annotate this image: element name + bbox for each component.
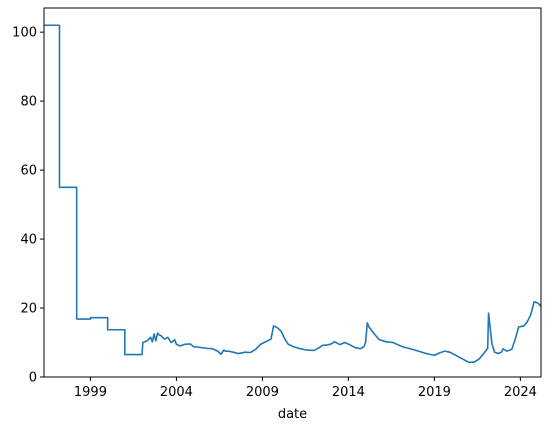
y-tick-label: 100: [12, 26, 37, 41]
plot-area: [44, 24, 541, 363]
y-axis: 0 20 40 60 80 100: [12, 26, 44, 386]
y-tick-label: 20: [20, 302, 37, 317]
series-line-0: [44, 24, 541, 363]
x-axis: 1999 2004 2009 2014 2019 2024: [74, 377, 537, 400]
x-tick-label: 2009: [246, 385, 279, 400]
x-tick-label: 1999: [74, 385, 107, 400]
x-axis-label: date: [278, 407, 307, 422]
y-tick-label: 60: [20, 164, 37, 179]
x-tick-label: 2019: [418, 385, 451, 400]
x-tick-label: 2024: [504, 385, 537, 400]
x-tick-label: 2014: [332, 385, 365, 400]
axes-frame: [43, 7, 542, 378]
y-tick-label: 0: [29, 371, 37, 386]
y-tick-label: 40: [20, 233, 37, 248]
x-tick-label: 2004: [160, 385, 193, 400]
y-tick-label: 80: [20, 95, 37, 110]
